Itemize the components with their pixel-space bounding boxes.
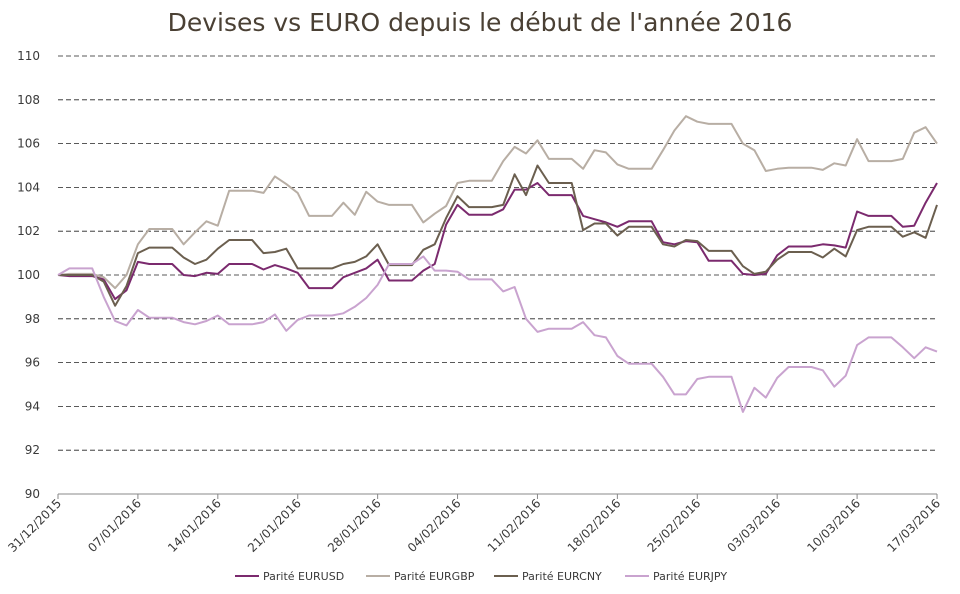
y-tick-label: 106 xyxy=(17,137,40,151)
x-tick-label: 07/01/2016 xyxy=(85,496,144,555)
legend-label: Parité EURJPY xyxy=(653,570,727,583)
y-tick-label: 90 xyxy=(25,487,40,501)
x-axis: 31/12/2015 07/01/2016 14/01/2016 21/01/2016… xyxy=(5,493,943,555)
gridlines xyxy=(58,55,937,451)
y-tick-label: 96 xyxy=(25,356,40,370)
legend-label: Parité EURGBP xyxy=(394,570,475,583)
y-tick-label: 100 xyxy=(17,268,40,282)
x-tick-label: 11/02/2016 xyxy=(485,496,544,555)
x-tick-label: 25/02/2016 xyxy=(645,496,704,555)
series-line-eurjpy xyxy=(57,255,938,413)
series-line-eurgbp xyxy=(57,115,938,290)
chart-title: Devises vs EURO depuis le début de l'ann… xyxy=(167,8,793,37)
y-tick-label: 110 xyxy=(17,49,40,63)
x-tick-label: 28/01/2016 xyxy=(325,496,384,555)
y-tick-label: 108 xyxy=(17,93,40,107)
y-axis-tick-labels: 90 92 94 96 98 100 102 104 106 108 110 xyxy=(17,49,40,501)
x-tick-label: 21/01/2016 xyxy=(245,496,304,555)
legend: Parité EURUSD Parité EURGBP Parité EURCNY P… xyxy=(235,570,727,583)
series-line-eurusd xyxy=(57,182,938,301)
y-tick-label: 92 xyxy=(25,443,40,457)
x-tick-label: 31/12/2015 xyxy=(5,496,64,555)
legend-label: Parité EURCNY xyxy=(522,570,602,583)
y-tick-label: 94 xyxy=(25,399,40,413)
legend-label: Parité EURUSD xyxy=(263,570,344,583)
y-tick-label: 104 xyxy=(17,180,40,194)
x-tick-label: 10/03/2016 xyxy=(804,496,863,555)
x-tick-label: 14/01/2016 xyxy=(165,496,224,555)
x-tick-label: 18/02/2016 xyxy=(565,496,624,555)
x-tick-label: 03/03/2016 xyxy=(724,496,783,555)
series-lines xyxy=(57,115,938,413)
x-tick-label: 17/03/2016 xyxy=(884,496,943,555)
series-line-eurcny xyxy=(58,164,938,307)
x-tick-label: 04/02/2016 xyxy=(405,496,464,555)
y-tick-label: 98 xyxy=(25,312,40,326)
y-tick-label: 102 xyxy=(17,224,40,238)
